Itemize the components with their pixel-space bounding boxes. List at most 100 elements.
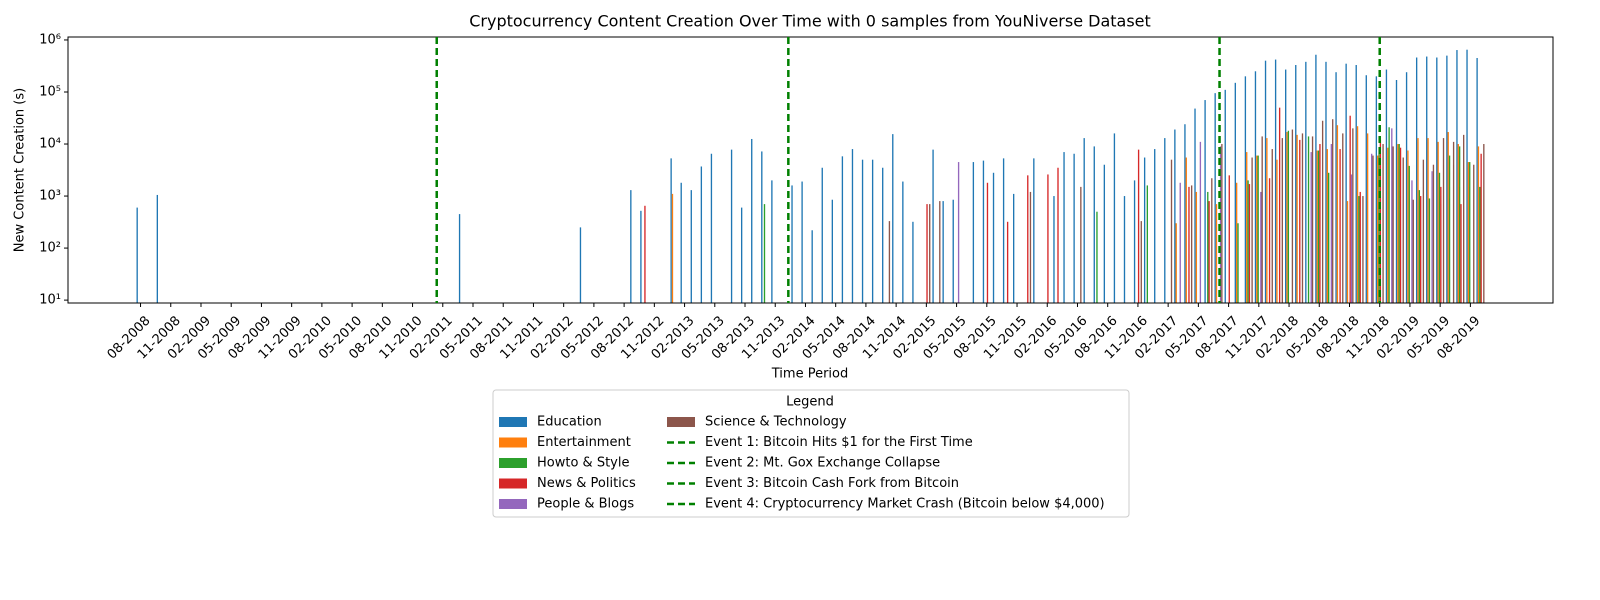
bar: [156, 194, 158, 303]
bar: [1208, 201, 1210, 303]
legend-swatch: [499, 417, 527, 427]
bar: [1291, 129, 1294, 303]
bar: [1420, 196, 1422, 303]
bar: [1221, 144, 1223, 303]
bar: [1412, 199, 1414, 303]
bar: [972, 162, 975, 303]
bar: [1278, 107, 1281, 303]
bar: [871, 159, 874, 303]
bar: [1359, 191, 1361, 303]
bar: [1428, 198, 1431, 303]
bar: [1346, 201, 1349, 303]
bar: [1438, 172, 1441, 303]
bar: [1350, 174, 1353, 303]
bar: [1080, 186, 1082, 303]
bar: [1140, 221, 1142, 303]
bar: [1305, 61, 1307, 304]
bar: [791, 185, 793, 303]
bar: [1274, 59, 1277, 303]
bar: [1194, 108, 1196, 303]
legend-label: Event 4: Cryptocurrency Market Crash (Bi…: [705, 497, 1105, 512]
bar: [929, 204, 931, 303]
bar: [1057, 167, 1059, 303]
bar: [1307, 136, 1310, 303]
bar: [957, 162, 960, 303]
bar: [1467, 162, 1470, 303]
bar: [912, 221, 914, 303]
bar: [1027, 175, 1029, 303]
bar: [1463, 134, 1465, 303]
bar: [1437, 141, 1439, 303]
bar: [1096, 211, 1098, 303]
bar: [1224, 89, 1226, 303]
bar: [1483, 144, 1485, 303]
legend-swatch: [499, 437, 527, 448]
bar: [1446, 55, 1448, 303]
bar: [1370, 153, 1373, 303]
bar: [1417, 138, 1419, 303]
bar: [1137, 149, 1140, 303]
bar: [1299, 139, 1301, 303]
bar: [630, 190, 632, 303]
bar: [902, 181, 904, 303]
bar: [1237, 223, 1239, 303]
bar: [892, 134, 894, 303]
legend-label: Event 3: Bitcoin Cash Fork from Bitcoin: [705, 476, 959, 491]
bar: [1174, 129, 1176, 303]
bar: [751, 138, 753, 303]
y-tick-label: 10⁵: [39, 84, 61, 99]
bar: [1251, 157, 1253, 303]
bar: [926, 204, 928, 303]
bar: [1143, 157, 1146, 303]
bar: [1349, 115, 1351, 303]
bar: [1436, 57, 1438, 303]
bar: [579, 227, 582, 303]
bar: [1431, 171, 1433, 303]
bar: [1356, 126, 1359, 303]
bar: [1375, 76, 1378, 303]
bar: [1164, 138, 1166, 303]
bar: [1479, 186, 1481, 303]
bar: [1319, 144, 1321, 303]
bar: [1247, 180, 1249, 303]
bar: [1235, 182, 1238, 303]
bar: [1006, 221, 1009, 303]
bar: [831, 199, 833, 303]
bar: [1286, 132, 1288, 303]
bar: [1469, 162, 1471, 303]
bar: [680, 182, 682, 303]
bar: [1207, 191, 1209, 303]
bar: [1476, 58, 1478, 303]
bar: [1013, 193, 1015, 303]
legend-swatch: [667, 417, 695, 427]
bar: [1399, 147, 1402, 303]
bar: [1214, 93, 1216, 304]
bar: [1321, 120, 1324, 303]
bar: [1335, 72, 1337, 303]
bar: [1448, 155, 1451, 303]
bar: [670, 158, 672, 303]
y-tick-label: 10⁴: [39, 137, 61, 152]
legend-label: Education: [537, 415, 602, 430]
bar: [1379, 139, 1382, 303]
legend-label: Science & Technology: [705, 415, 847, 430]
legend-title: Legend: [786, 395, 834, 410]
bar: [1442, 138, 1445, 303]
bar: [1047, 174, 1049, 303]
bar: [1325, 61, 1327, 304]
bar: [1204, 100, 1206, 303]
bar: [986, 182, 989, 303]
bar: [1328, 172, 1330, 303]
legend-label: Event 1: Bitcoin Hits $1 for the First T…: [705, 435, 973, 450]
bar: [1093, 146, 1095, 303]
legend-label: People & Blogs: [537, 497, 634, 512]
bar: [1408, 165, 1410, 303]
bar: [1033, 158, 1035, 303]
bar: [1254, 71, 1257, 303]
y-axis-label: New Content Creation (s): [13, 88, 28, 252]
bar: [1427, 138, 1429, 303]
y-tick-label: 10¹: [39, 293, 61, 308]
bar: [1053, 196, 1055, 303]
x-axis-label: Time Period: [771, 367, 848, 382]
